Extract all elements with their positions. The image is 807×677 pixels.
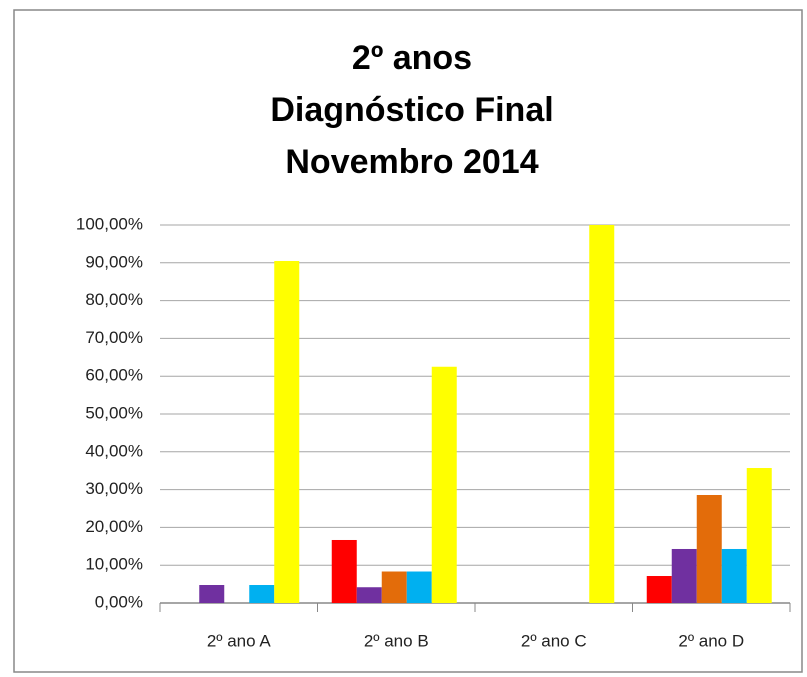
y-tick-label: 40,00% bbox=[85, 441, 143, 460]
bar bbox=[696, 495, 722, 603]
bar bbox=[381, 571, 407, 603]
bar bbox=[274, 260, 300, 603]
y-tick-label: 10,00% bbox=[85, 555, 143, 574]
y-tick-label: 20,00% bbox=[85, 517, 143, 536]
y-tick-label: 0,00% bbox=[95, 592, 143, 611]
chart-title: Diagnóstico Final bbox=[270, 91, 553, 129]
bar bbox=[199, 585, 225, 603]
x-tick-label: 2º ano B bbox=[364, 631, 429, 650]
y-tick-label: 100,00% bbox=[76, 214, 143, 233]
y-tick-label: 90,00% bbox=[85, 252, 143, 271]
bar bbox=[671, 548, 697, 603]
bar bbox=[646, 576, 672, 603]
bar bbox=[331, 539, 357, 603]
y-tick-label: 50,00% bbox=[85, 403, 143, 422]
y-tick-label: 80,00% bbox=[85, 290, 143, 309]
bar bbox=[746, 468, 772, 603]
chart-title: 2º anos bbox=[352, 39, 472, 77]
chart-frame bbox=[13, 9, 803, 673]
bar bbox=[431, 366, 457, 603]
bar bbox=[406, 571, 432, 603]
x-tick-label: 2º ano C bbox=[521, 631, 587, 650]
chart-title: Novembro 2014 bbox=[285, 143, 538, 181]
y-tick-label: 60,00% bbox=[85, 366, 143, 385]
x-tick-label: 2º ano D bbox=[678, 631, 744, 650]
y-tick-label: 70,00% bbox=[85, 328, 143, 347]
bar bbox=[589, 225, 615, 603]
y-tick-label: 30,00% bbox=[85, 479, 143, 498]
x-tick-label: 2º ano A bbox=[207, 631, 272, 650]
bar bbox=[356, 587, 382, 603]
bar bbox=[249, 585, 275, 603]
bar bbox=[721, 548, 747, 603]
